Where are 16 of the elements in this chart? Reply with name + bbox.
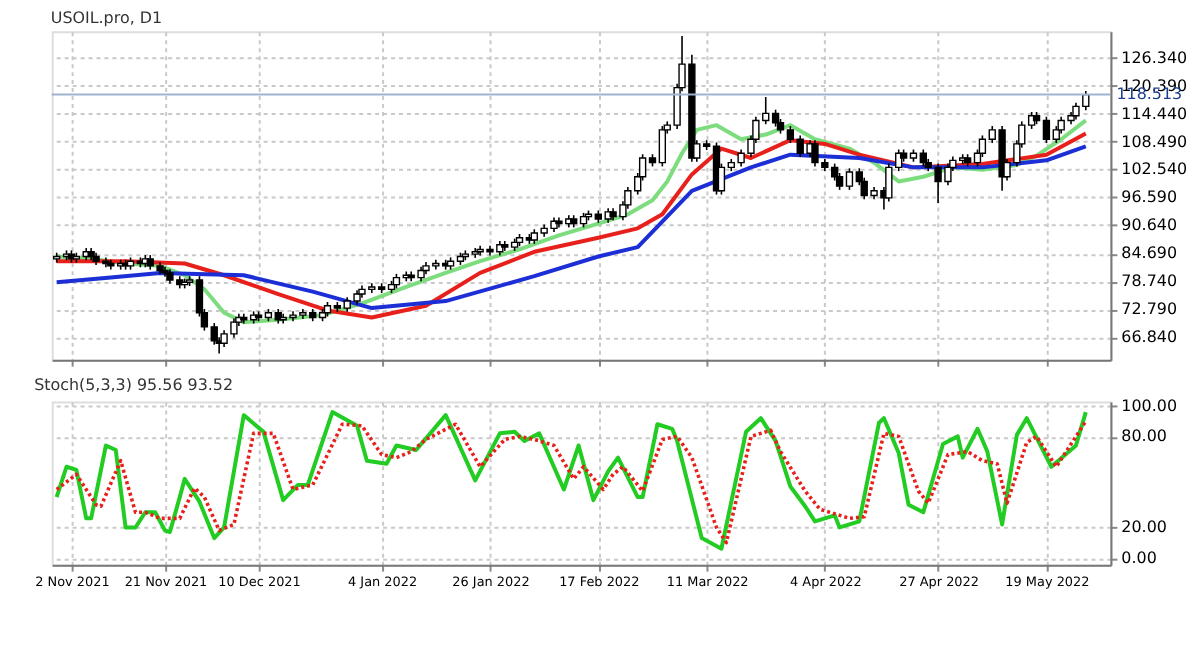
y-tick-label: 0.00 — [1121, 548, 1157, 567]
y-tick-label: 72.790 — [1121, 300, 1178, 319]
y-tick-label: 102.540 — [1121, 160, 1188, 179]
y-tick-label: 80.00 — [1121, 427, 1167, 446]
chart-title: Stoch(5,3,3) 95.56 93.52 — [34, 376, 234, 395]
y-tick-label: 100.00 — [1121, 397, 1178, 415]
y-tick-label: 126.340 — [1121, 48, 1188, 67]
y-tick-label: 114.440 — [1121, 104, 1188, 123]
y-tick-label: 84.690 — [1121, 244, 1178, 263]
y-tick-label: 96.590 — [1121, 188, 1178, 207]
y-tick-label: 66.840 — [1121, 327, 1178, 346]
chart-title: USOIL.pro, D1 — [50, 9, 163, 28]
y-tick-label: 20.00 — [1121, 518, 1167, 537]
y-tick-label: 108.490 — [1121, 132, 1188, 151]
y-tick-label: 78.740 — [1121, 272, 1178, 291]
y-tick-label: 90.640 — [1121, 216, 1178, 235]
